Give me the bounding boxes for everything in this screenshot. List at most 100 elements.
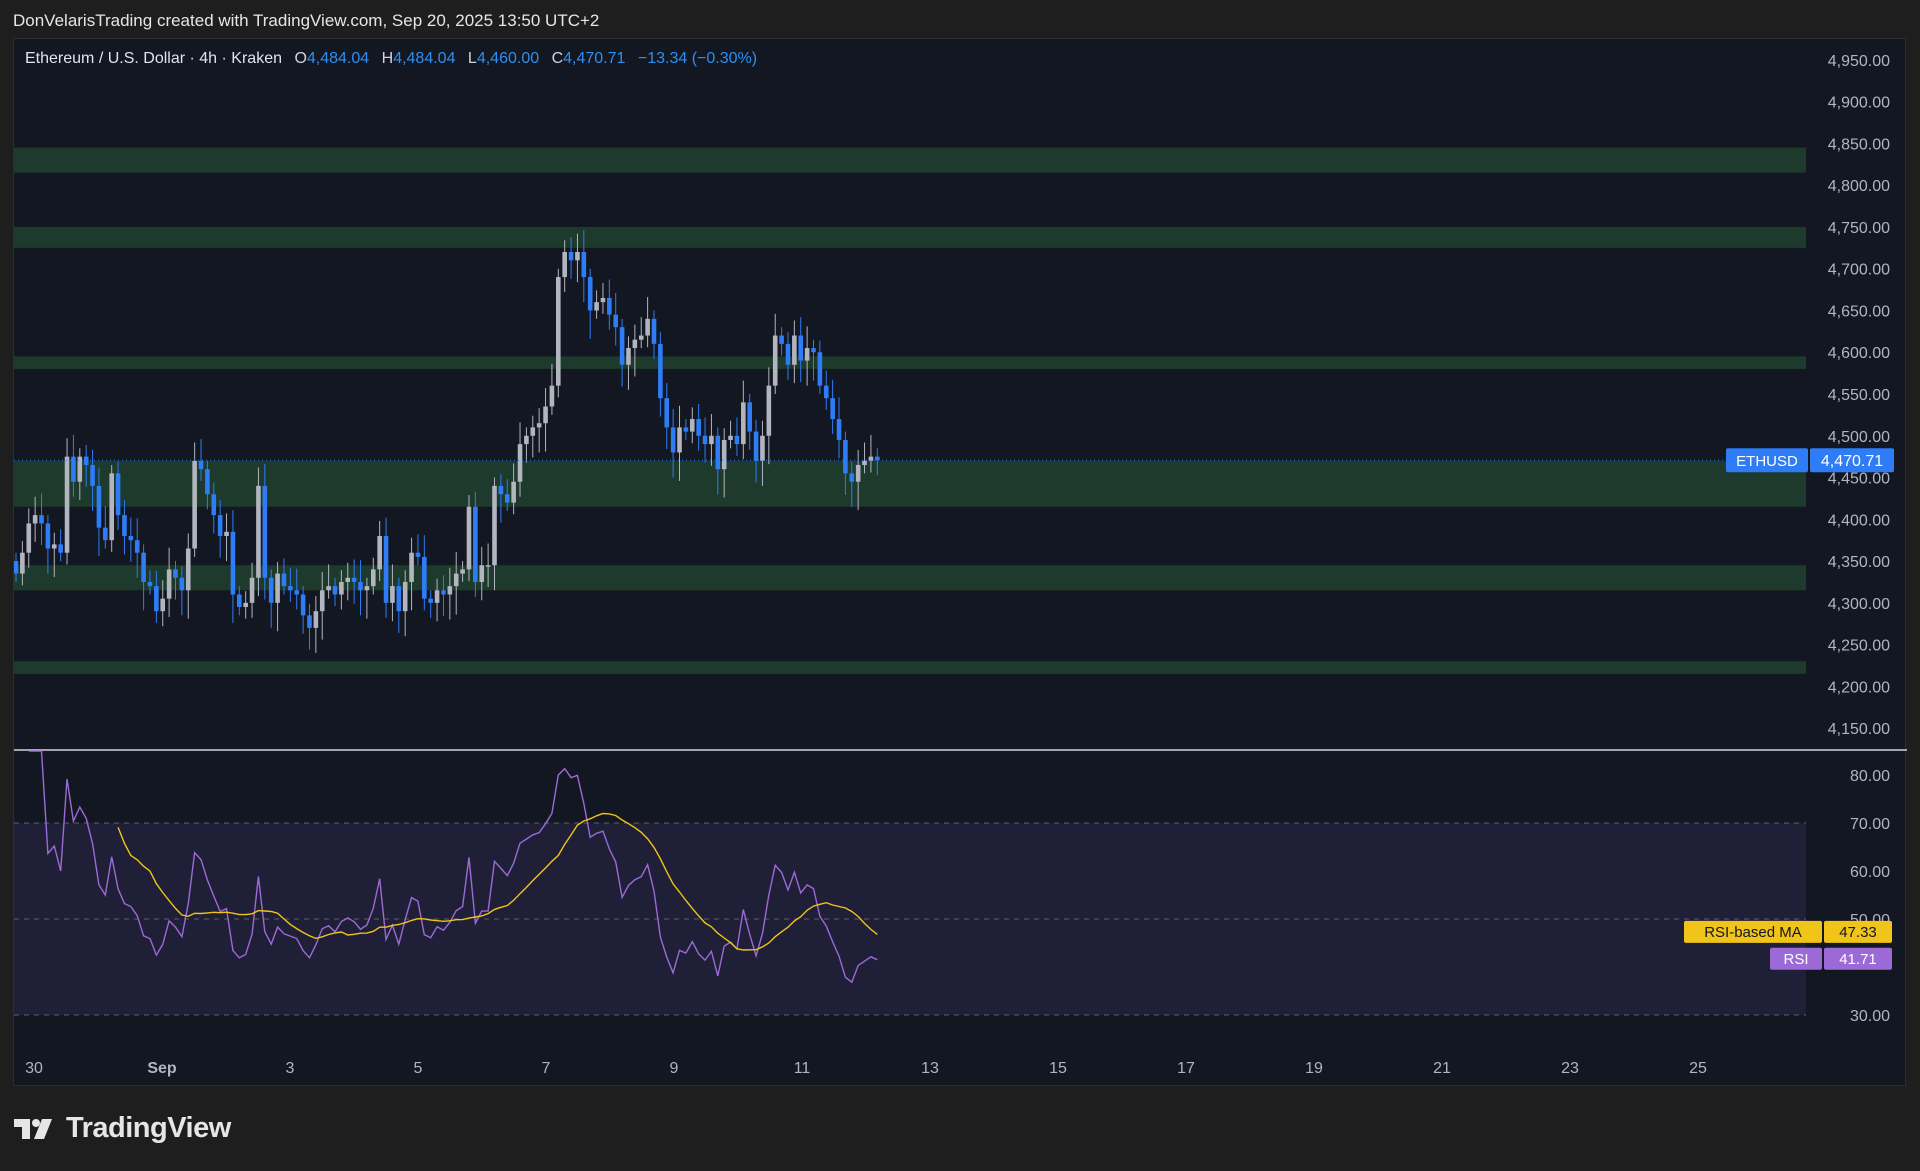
candle-body bbox=[319, 590, 325, 612]
rsi-axis-label: 80.00 bbox=[1850, 768, 1890, 785]
price-axis-label: 4,650.00 bbox=[1828, 303, 1890, 320]
candle-body bbox=[543, 406, 548, 424]
candle-body bbox=[77, 456, 83, 482]
candle-body bbox=[64, 456, 70, 553]
candle-body bbox=[638, 335, 644, 340]
candle-body bbox=[441, 590, 446, 595]
rsi-ma-name-box bbox=[1684, 920, 1822, 943]
candle-body bbox=[670, 427, 676, 453]
candle-body bbox=[741, 402, 746, 445]
candle-body bbox=[402, 581, 408, 612]
open-value: 4,484.04 bbox=[306, 50, 370, 67]
candle-body bbox=[760, 435, 765, 461]
candle-body bbox=[613, 314, 619, 328]
chart-frame[interactable]: 4,950.00 4,900.00 4,850.00 4,800.00 4,750.00… bbox=[13, 38, 1907, 1087]
candle-body bbox=[300, 594, 306, 616]
candle-body bbox=[492, 485, 497, 566]
time-axis-label: 21 bbox=[1433, 1060, 1451, 1077]
candle-body bbox=[562, 252, 567, 278]
candle-body bbox=[313, 611, 319, 628]
rsi-value: 41.71 bbox=[1839, 951, 1877, 968]
time-axis-label: 13 bbox=[921, 1060, 939, 1077]
candle-body bbox=[479, 565, 485, 582]
price-axis-label: 4,250.00 bbox=[1828, 638, 1890, 655]
time-axis-label: 17 bbox=[1177, 1060, 1195, 1077]
symbol-tag-box bbox=[1726, 448, 1808, 473]
candle-body bbox=[370, 569, 376, 587]
candle-body bbox=[45, 523, 51, 549]
candle-body bbox=[466, 506, 472, 570]
candle-body bbox=[396, 586, 402, 612]
candle-body bbox=[122, 515, 127, 536]
candle-body bbox=[530, 427, 536, 436]
candle-body bbox=[721, 439, 727, 470]
price-chart[interactable]: 4,950.00 4,900.00 4,850.00 4,800.00 4,750.00… bbox=[14, 39, 1907, 1087]
candle-body bbox=[32, 515, 38, 524]
candle-body bbox=[345, 577, 351, 582]
attribution-text: DonVelarisTrading created with TradingVi… bbox=[13, 11, 600, 30]
time-axis-label: Sep bbox=[147, 1060, 177, 1077]
close-value: 4,470.71 bbox=[563, 50, 626, 67]
candle-body bbox=[230, 531, 236, 595]
tradingview-logo-icon bbox=[14, 1118, 52, 1139]
low-value: 4,460.00 bbox=[476, 50, 540, 67]
candle-body bbox=[855, 465, 861, 482]
price-axis-label: 4,900.00 bbox=[1828, 95, 1890, 112]
candle-body bbox=[377, 536, 382, 570]
candle-body bbox=[14, 561, 19, 574]
candle-body bbox=[747, 402, 752, 432]
candle-body bbox=[20, 552, 25, 574]
candle-body bbox=[715, 435, 721, 470]
candle-body bbox=[504, 494, 510, 503]
candle-body bbox=[581, 252, 587, 278]
candle-body bbox=[626, 348, 631, 365]
tradingview-logo[interactable]: TradingView bbox=[14, 1112, 231, 1145]
high-value: 4,484.04 bbox=[393, 50, 456, 67]
close-label: C bbox=[551, 50, 564, 67]
low-label: L bbox=[467, 50, 477, 67]
candle-body bbox=[664, 398, 670, 428]
candle-body bbox=[128, 536, 134, 541]
candle-body bbox=[587, 277, 593, 311]
symbol-title: Ethereum / U.S. Dollar · 4h · Kraken bbox=[25, 50, 282, 67]
candle-body bbox=[71, 456, 76, 482]
rsi-axis-label: 70.00 bbox=[1850, 816, 1890, 833]
time-axis-label: 23 bbox=[1561, 1060, 1579, 1077]
candle-body bbox=[26, 523, 32, 553]
candle-body bbox=[147, 581, 153, 587]
candle-body bbox=[817, 352, 823, 386]
candle-body bbox=[709, 435, 714, 445]
candle-body bbox=[536, 423, 542, 428]
candle-body bbox=[785, 343, 791, 365]
candle-body bbox=[217, 515, 223, 536]
candle-body bbox=[447, 586, 453, 595]
candle-body bbox=[619, 327, 625, 365]
candle-body bbox=[294, 590, 300, 595]
rsi-axis-label: 30.00 bbox=[1850, 1008, 1890, 1025]
candle-body bbox=[434, 590, 440, 603]
candle-body bbox=[364, 586, 370, 591]
candle-body bbox=[849, 473, 855, 482]
rsi-name-box bbox=[1770, 947, 1822, 970]
candle-body bbox=[179, 577, 185, 591]
candle-body bbox=[843, 439, 848, 474]
time-axis-label: 7 bbox=[542, 1060, 551, 1077]
candle-body bbox=[524, 435, 529, 445]
price-axis-label: 4,300.00 bbox=[1828, 596, 1890, 613]
candle-body bbox=[409, 552, 414, 582]
ohlc-legend: Ethereum / U.S. Dollar · 4h · Kraken O4,… bbox=[25, 50, 757, 68]
candle-body bbox=[390, 586, 395, 603]
symbol-tag-label: ETHUSD bbox=[1736, 453, 1798, 470]
candle-body bbox=[677, 427, 682, 453]
candle-body bbox=[173, 569, 178, 578]
time-axis-label: 3 bbox=[286, 1060, 295, 1077]
price-axis-label: 4,200.00 bbox=[1828, 679, 1890, 696]
candle-body bbox=[96, 485, 102, 528]
candle-body bbox=[237, 594, 242, 607]
candle-body bbox=[645, 318, 650, 336]
brand-name: TradingView bbox=[66, 1112, 231, 1144]
price-axis-label: 4,700.00 bbox=[1828, 262, 1890, 279]
candle-body bbox=[485, 565, 491, 567]
candle-body bbox=[830, 398, 835, 420]
candle-body bbox=[549, 385, 555, 407]
